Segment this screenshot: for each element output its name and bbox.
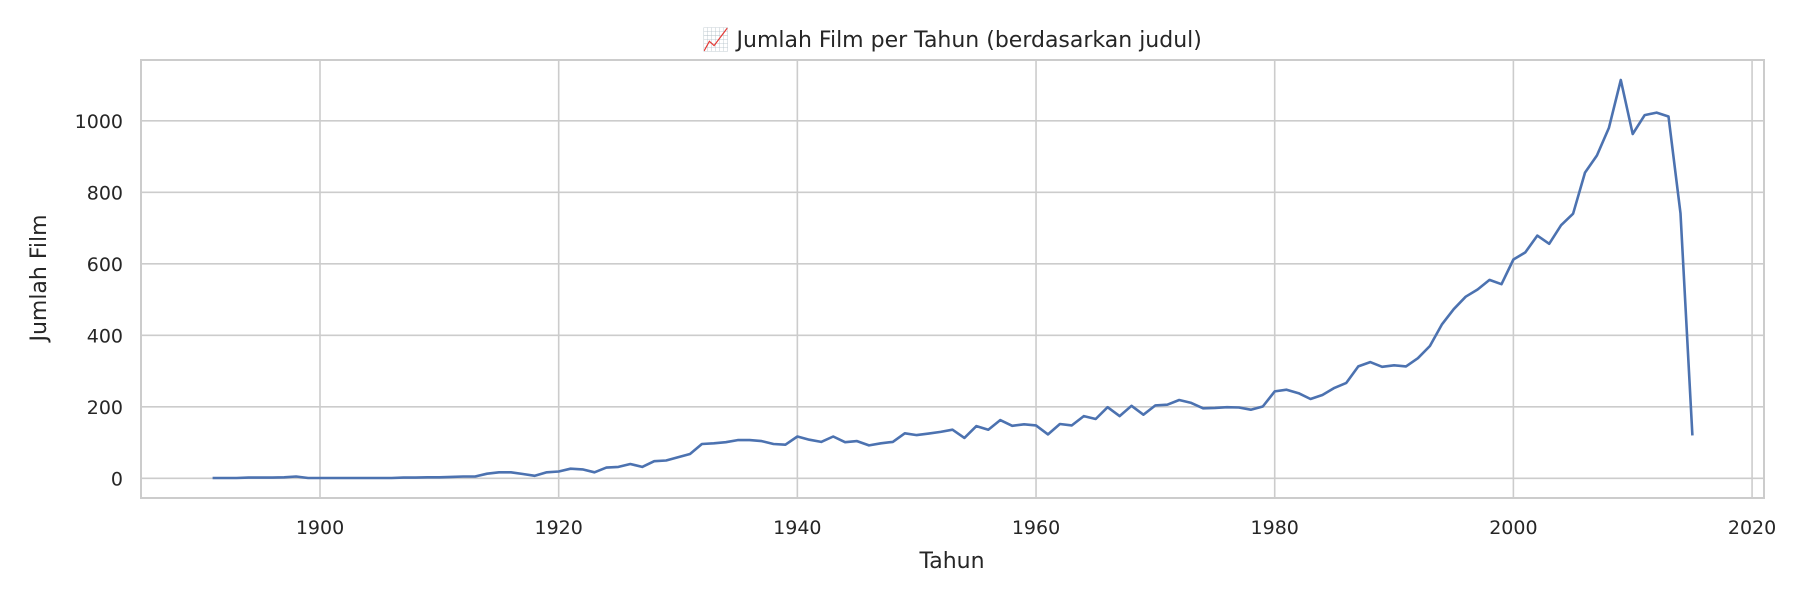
y-tick-labels: 0 200 400 600 800 1000 xyxy=(75,111,123,491)
y-tick-label: 600 xyxy=(87,254,123,276)
y-tick-label: 1000 xyxy=(75,111,123,133)
y-tick-label: 0 xyxy=(111,468,123,490)
x-tick-labels: 1900 1920 1940 1960 1980 2000 2020 xyxy=(296,517,1776,539)
series-line xyxy=(212,78,1694,480)
series-group xyxy=(212,78,1694,480)
y-tick-label: 200 xyxy=(87,397,123,419)
y-tick-label: 800 xyxy=(87,182,123,204)
y-axis-label: Jumlah Film xyxy=(27,214,52,343)
plot-frame xyxy=(140,59,1765,499)
x-tick-label: 1900 xyxy=(296,517,344,539)
x-tick-label: 2000 xyxy=(1489,517,1537,539)
x-tick-label: 1960 xyxy=(1012,517,1060,539)
y-gridlines xyxy=(141,119,1764,480)
x-tick-label: 1940 xyxy=(773,517,821,539)
x-gridlines xyxy=(319,60,1753,498)
x-tick-label: 2020 xyxy=(1728,517,1776,539)
chart-title: 📈 Jumlah Film per Tahun (berdasarkan jud… xyxy=(702,27,1202,53)
y-tick-label: 400 xyxy=(87,325,123,347)
x-tick-label: 1980 xyxy=(1251,517,1299,539)
x-axis-label: Tahun xyxy=(918,549,984,574)
x-tick-label: 1920 xyxy=(535,517,583,539)
